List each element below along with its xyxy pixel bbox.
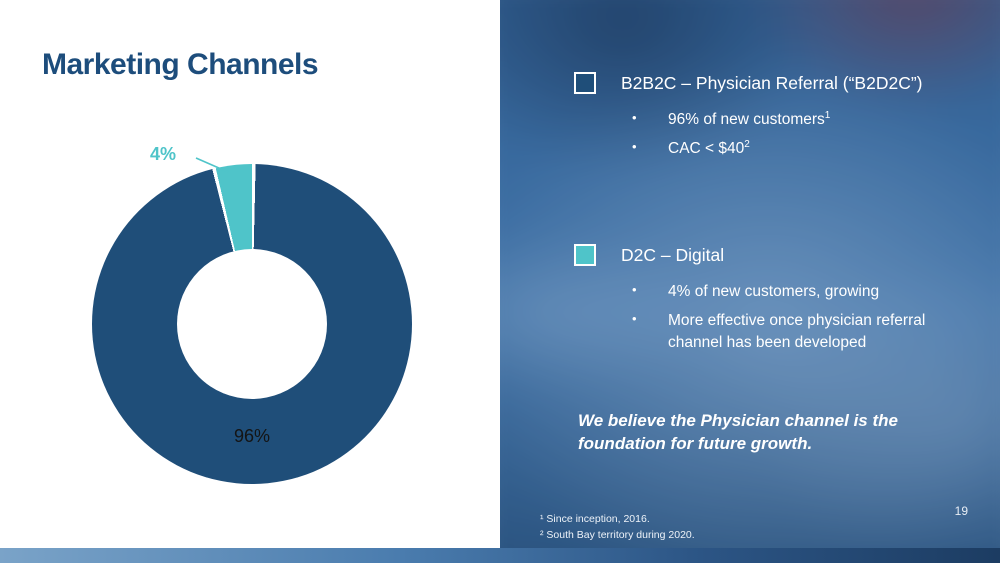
legend-b2b2c-header: B2B2C – Physician Referral (“B2D2C”) — [574, 72, 962, 94]
d2c-legend-title: D2C – Digital — [621, 244, 725, 265]
b2b2c-slice-label: 96% — [233, 426, 271, 446]
bullet-text: 4% of new customers, growing — [668, 283, 880, 301]
bullet-icon: • — [632, 311, 637, 327]
list-item: • 4% of new customers, growing — [632, 281, 962, 303]
legend-b2b2c: B2B2C – Physician Referral (“B2D2C”) • 9… — [574, 72, 962, 167]
b2b2c-bullet-list: • 96% of new customers1 • CAC < $402 — [632, 109, 962, 160]
bullet-icon: • — [632, 282, 637, 297]
bullet-icon: • — [632, 110, 637, 125]
callout-statement: We believe the Physician channel is the … — [578, 411, 898, 453]
photo-panel: B2B2C – Physician Referral (“B2D2C”) • 9… — [500, 0, 1000, 563]
bullet-text: CAC < $402 — [668, 139, 750, 158]
donut-hole — [177, 249, 327, 399]
footer-bar — [0, 548, 1000, 563]
page-title: Marketing Channels — [42, 48, 319, 81]
bullet-text: More effective once physician referral c… — [668, 312, 926, 352]
b2b2c-legend-title: B2B2C – Physician Referral (“B2D2C”) — [621, 72, 923, 93]
footnote-1: ¹ Since inception, 2016. — [540, 513, 650, 525]
legend-d2c: D2C – Digital • 4% of new customers, gro… — [574, 244, 962, 361]
d2c-slice-label: 4% — [150, 144, 177, 164]
d2c-legend-swatch — [574, 244, 596, 266]
chart-panel: Marketing Channels 4% 96% — [0, 0, 500, 548]
list-item: • 96% of new customers1 — [632, 109, 962, 131]
footnote-2: ² South Bay territory during 2020. — [540, 529, 695, 542]
page-number: 19 — [954, 504, 968, 518]
b2b2c-legend-swatch — [574, 72, 596, 94]
list-item: • More effective once physician referral… — [632, 310, 962, 354]
d2c-bullet-list: • 4% of new customers, growing • More ef… — [632, 281, 962, 354]
bullet-icon: • — [632, 139, 637, 155]
donut-chart: 4% 96% — [92, 144, 412, 484]
list-item: • CAC < $402 — [632, 138, 962, 160]
footnotes: ¹ Since inception, 2016. ² South Bay ter… — [540, 511, 695, 544]
bullet-text: 96% of new customers1 — [668, 110, 831, 129]
leader-line — [195, 157, 229, 173]
legend-d2c-header: D2C – Digital — [574, 244, 962, 266]
right-content: B2B2C – Physician Referral (“B2D2C”) • 9… — [500, 0, 1000, 563]
